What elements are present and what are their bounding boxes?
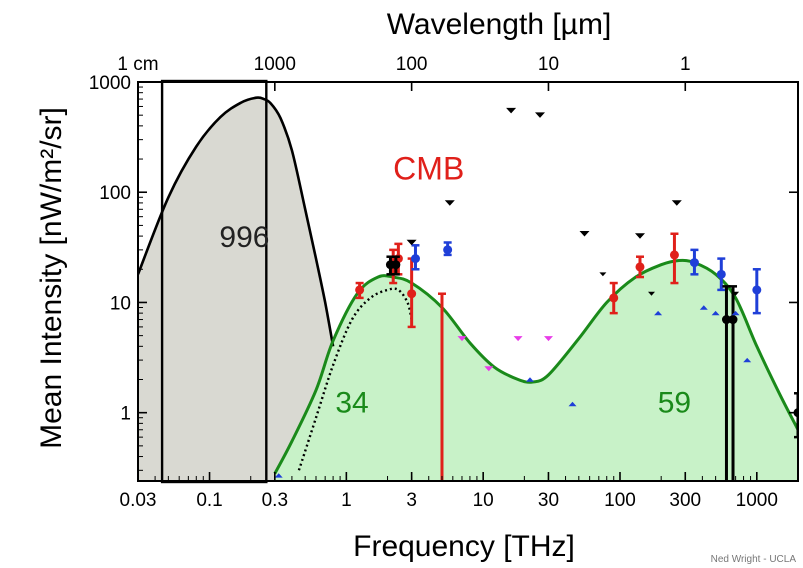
upper-limit-marker [406, 239, 417, 246]
lower-limit-marker [731, 310, 740, 316]
annotation-59: 59 [658, 387, 691, 420]
upper-limit-marker [506, 107, 517, 114]
black-data-point [721, 315, 731, 325]
annotation-cmb: CMB [393, 151, 464, 187]
magenta-limit-marker [513, 336, 523, 342]
x-tick-label: 0.03 [120, 490, 157, 511]
y-tick-label: 1 [120, 404, 131, 425]
black-data-point [728, 315, 738, 325]
x-tick-label: 100 [604, 490, 636, 511]
top-tick-label: 10 [538, 54, 559, 75]
magenta-limit-marker [484, 366, 494, 372]
x-tick-label: 3 [406, 490, 417, 511]
x-tick-label: 1000 [736, 490, 778, 511]
upper-limit-marker [579, 231, 590, 237]
blue-data-point [716, 269, 726, 279]
plot-frame: CMB 996 34 59 [137, 79, 799, 484]
lower-limit-marker [699, 305, 708, 310]
lower-limit-marker [526, 377, 534, 382]
cmb-area [138, 97, 334, 481]
x-tick-label: 10 [473, 490, 494, 511]
x-tick-label: 0.3 [262, 490, 288, 511]
lower-limit-marker [568, 401, 577, 407]
y-tick-label: 10 [110, 293, 131, 314]
top-axis-title: Wavelength [µm] [387, 8, 612, 41]
red-data-point [355, 285, 365, 295]
blue-data-point [443, 245, 453, 255]
blue-data-point [689, 258, 699, 268]
top-tick-label: 1 cm [117, 54, 158, 75]
y-tick-label: 1000 [89, 73, 131, 94]
area-fills [138, 97, 798, 481]
top-tick-label: 1 [680, 54, 691, 75]
x-tick-label: 0.1 [196, 490, 222, 511]
lower-limit-marker [654, 310, 663, 316]
magenta-limit-marker [457, 336, 467, 342]
upper-limit-marker [535, 112, 545, 118]
cib-area [274, 260, 798, 481]
upper-limit-marker [671, 200, 682, 206]
red-data-point [635, 262, 645, 272]
lower-limit-marker [274, 473, 283, 478]
upper-limit-marker [648, 291, 655, 296]
magenta-limit-marker [544, 336, 553, 342]
red-data-point [407, 289, 417, 299]
red-data-point [669, 250, 679, 260]
cib-model-curve [273, 258, 798, 475]
upper-limit-marker [444, 200, 455, 206]
x-axis-title: Frequency [THz] [353, 530, 575, 563]
top-tick-label: 100 [396, 54, 428, 75]
dotted-curve [297, 287, 413, 471]
annotation-34: 34 [335, 387, 368, 420]
x-tick-label: 300 [669, 490, 701, 511]
red-data-point [609, 293, 619, 303]
credit-text: Ned Wright - UCLA [711, 554, 797, 565]
upper-limit-marker [732, 291, 740, 296]
x-tick-label: 30 [538, 490, 559, 511]
blue-data-point [410, 254, 420, 264]
data-marks [274, 107, 798, 481]
top-tick-label: 1000 [254, 54, 296, 75]
annotation-996: 996 [219, 221, 269, 254]
black-data-point [391, 260, 401, 270]
y-tick-label: 100 [99, 183, 131, 204]
lower-limit-marker [743, 357, 752, 363]
lower-limit-marker [711, 310, 720, 316]
x-tick-label: 1 [341, 490, 352, 511]
plot-border [137, 81, 799, 482]
y-axis-title: Mean Intensity [nW/m²/sr] [35, 107, 68, 449]
upper-limit-marker [635, 233, 645, 239]
upper-limit-marker [599, 272, 607, 277]
blue-data-point [752, 285, 762, 295]
